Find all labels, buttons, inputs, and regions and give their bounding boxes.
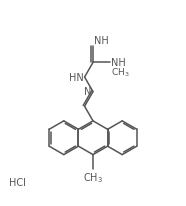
Text: N: N bbox=[84, 87, 92, 97]
Text: CH$_3$: CH$_3$ bbox=[111, 66, 129, 78]
Text: CH$_3$: CH$_3$ bbox=[83, 170, 103, 184]
Text: NH: NH bbox=[94, 35, 109, 45]
Text: HN: HN bbox=[69, 72, 84, 82]
Text: HCl: HCl bbox=[9, 178, 25, 187]
Text: NH: NH bbox=[111, 58, 126, 68]
